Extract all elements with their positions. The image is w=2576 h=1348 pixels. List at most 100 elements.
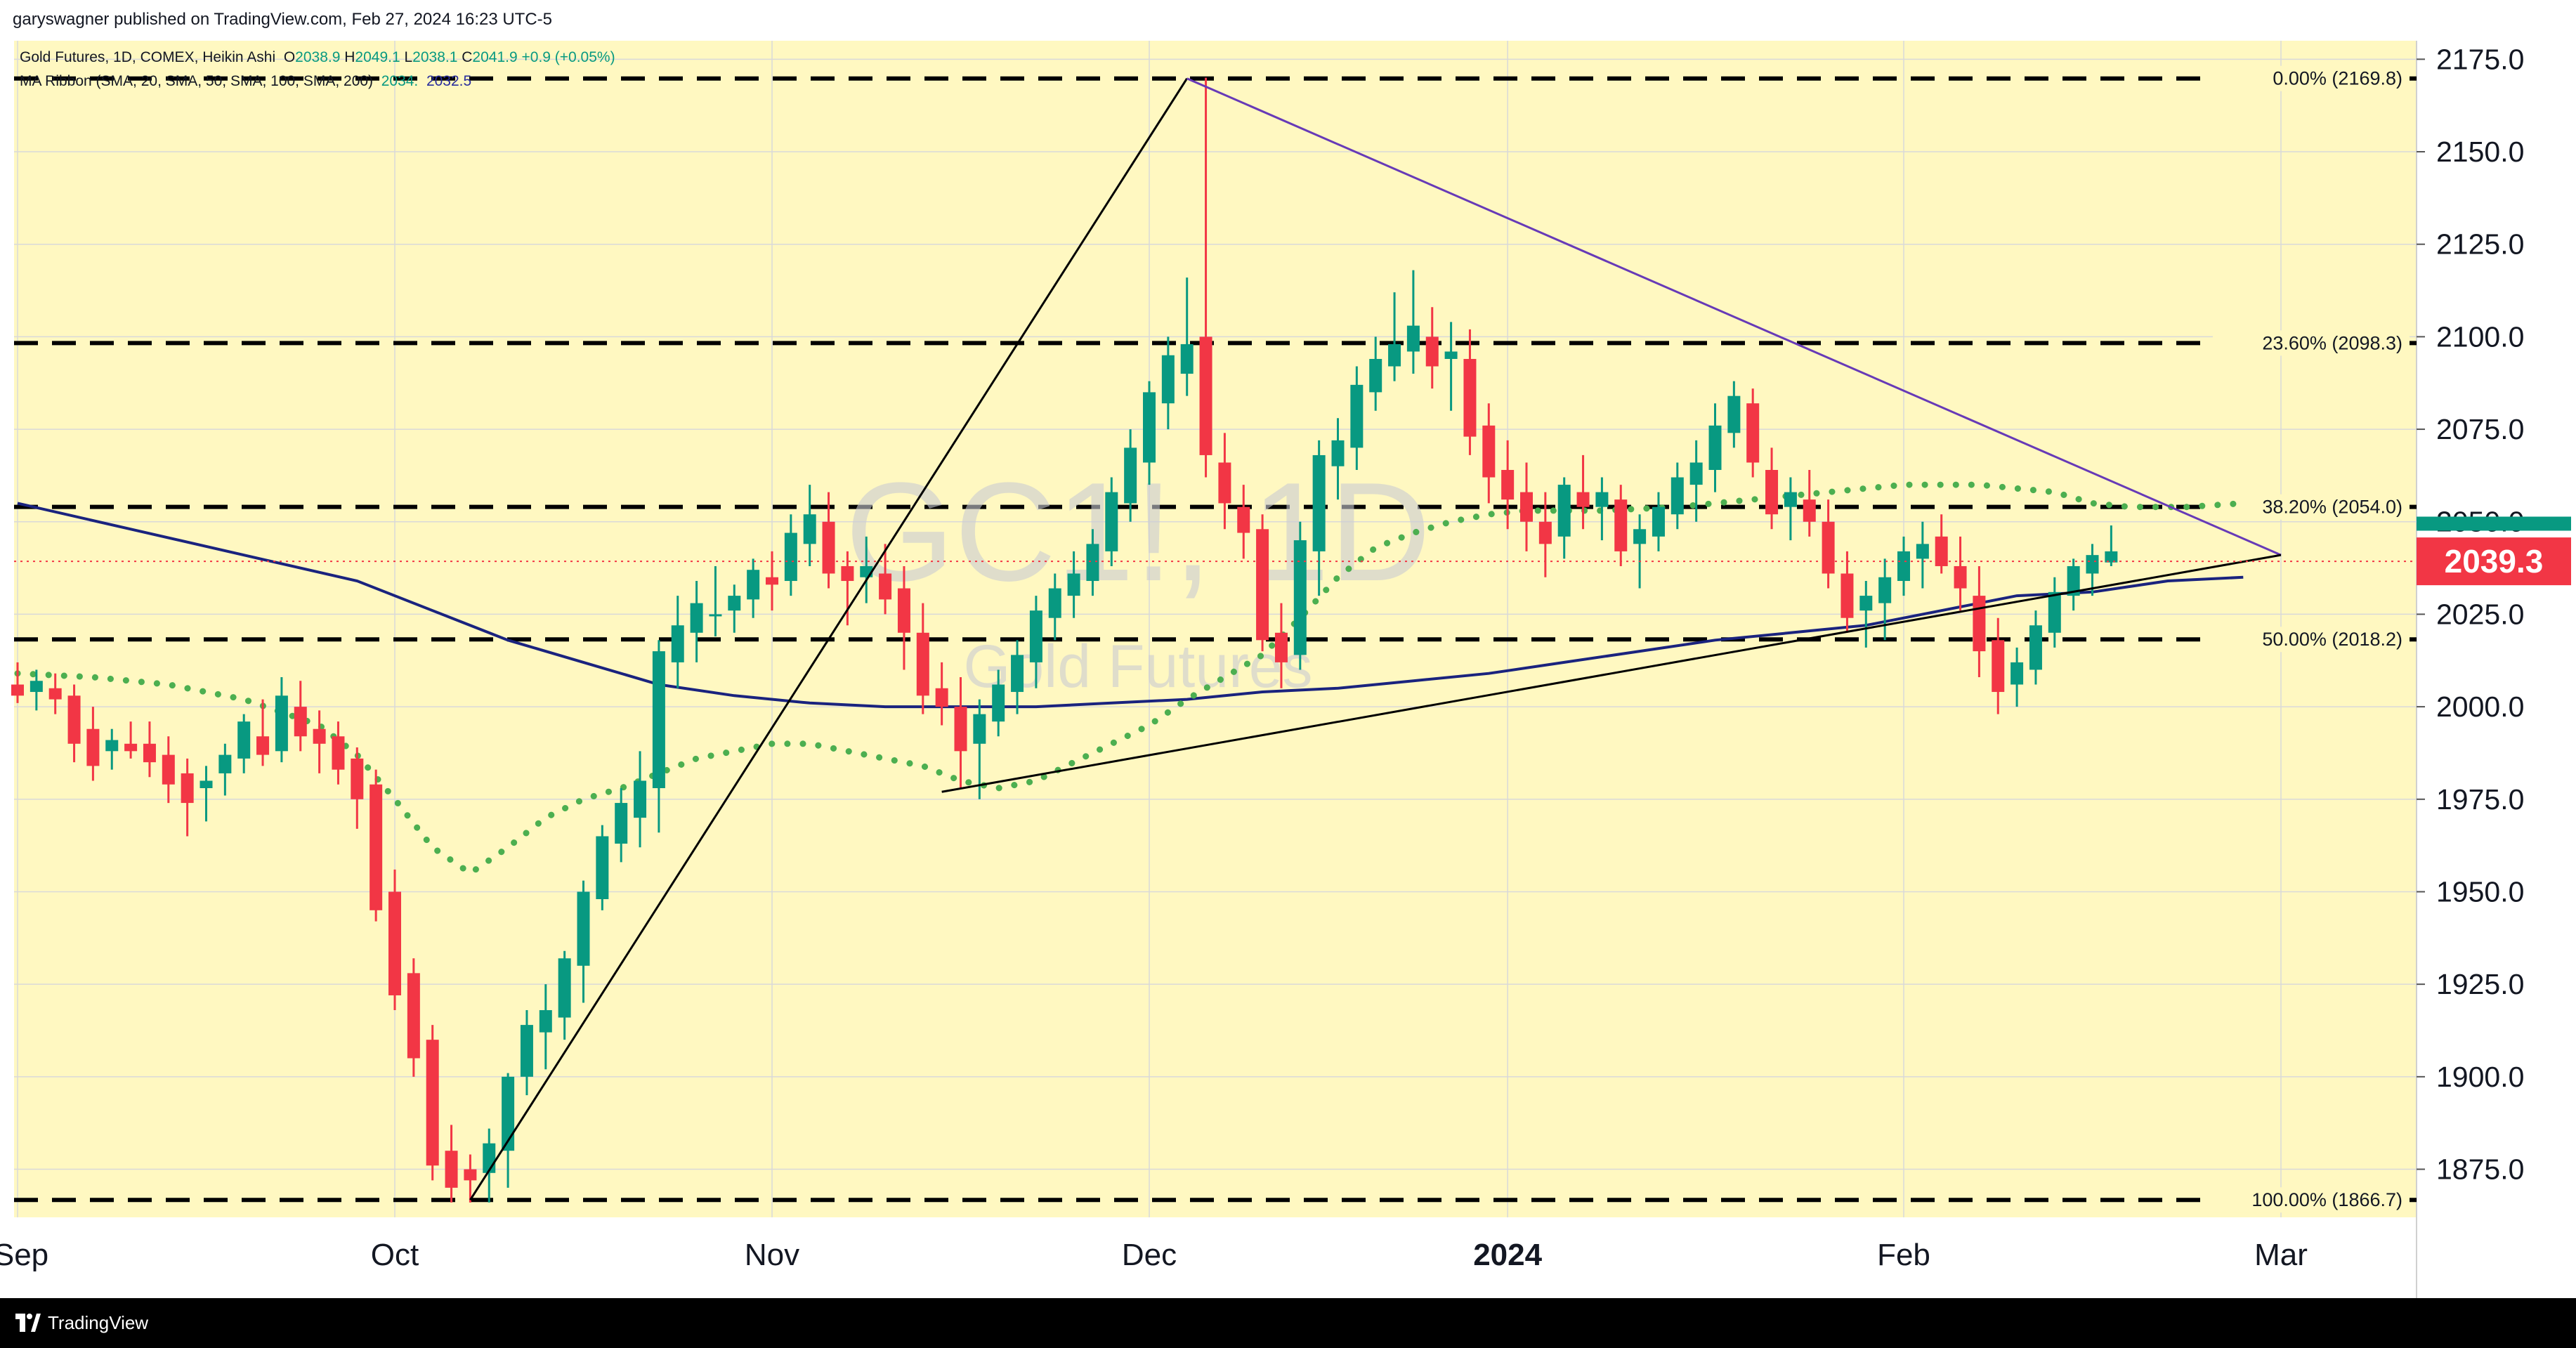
candle-body[interactable] (1652, 506, 1665, 537)
candle-body[interactable] (1180, 343, 1194, 374)
candle-body[interactable] (1746, 403, 1760, 463)
candle-body[interactable] (1086, 544, 1099, 582)
candle-body[interactable] (1765, 470, 1779, 515)
candle-body[interactable] (1237, 506, 1250, 533)
candle-body[interactable] (1935, 536, 1948, 566)
candle-body[interactable] (1916, 544, 1929, 559)
candle-body[interactable] (1256, 529, 1269, 641)
candle-body[interactable] (728, 596, 741, 611)
candle-body[interactable] (218, 754, 232, 773)
candle-body[interactable] (1633, 529, 1647, 544)
candle-body[interactable] (803, 514, 816, 544)
candle-body[interactable] (520, 1025, 533, 1077)
candle-body[interactable] (332, 736, 345, 770)
time-axis[interactable]: Sep Oct Nov Dec 2024 Feb Mar (0, 1238, 2308, 1272)
candle-body[interactable] (973, 714, 986, 744)
candle-body[interactable] (652, 651, 665, 788)
candle-body[interactable] (1841, 573, 1854, 618)
trendline[interactable] (941, 554, 2282, 793)
candle-body[interactable] (1312, 454, 1326, 551)
candle-body[interactable] (1199, 336, 1212, 455)
candle-body[interactable] (86, 728, 100, 766)
candle-body[interactable] (1878, 577, 1892, 603)
candle-body[interactable] (11, 684, 24, 696)
candle-body[interactable] (690, 603, 703, 633)
candle-body[interactable] (766, 577, 778, 585)
candle-body[interactable] (1689, 462, 1703, 485)
candle-body[interactable] (313, 728, 326, 744)
candle-body[interactable] (1897, 551, 1910, 582)
candle-body[interactable] (1557, 485, 1571, 537)
trendlines[interactable] (469, 77, 2282, 1201)
candle-body[interactable] (1274, 632, 1288, 662)
candle-body[interactable] (124, 743, 138, 752)
candle-body[interactable] (1406, 325, 1420, 352)
candle-body[interactable] (200, 780, 213, 788)
candle-body[interactable] (2011, 662, 2024, 685)
candle-body[interactable] (407, 973, 420, 1059)
candle-body[interactable] (275, 695, 288, 752)
candle-body[interactable] (1501, 470, 1515, 500)
candle-body[interactable] (1029, 610, 1042, 662)
candle-body[interactable] (105, 740, 119, 752)
candle-body[interactable] (1727, 395, 1741, 433)
candle-body[interactable] (1595, 492, 1609, 507)
candle-body[interactable] (256, 736, 270, 755)
candle-body[interactable] (1482, 425, 1496, 478)
candle-body[interactable] (1520, 492, 1533, 522)
candle-body[interactable] (237, 721, 251, 759)
trendline[interactable] (1186, 77, 2282, 556)
candle-body[interactable] (1067, 573, 1080, 596)
candle-body[interactable] (351, 758, 364, 799)
candle-body[interactable] (1161, 355, 1175, 404)
candle-body[interactable] (1614, 499, 1628, 551)
candle-body[interactable] (1388, 343, 1401, 367)
candle-body[interactable] (596, 836, 609, 900)
candle-body[interactable] (48, 688, 62, 700)
candle-body[interactable] (747, 570, 760, 600)
candle-body[interactable] (502, 1076, 515, 1151)
candle-body[interactable] (841, 565, 854, 582)
candle-body[interactable] (1576, 492, 1590, 507)
candle-body[interactable] (709, 614, 722, 617)
candle-body[interactable] (992, 684, 1005, 722)
candle-body[interactable] (822, 521, 835, 574)
candle-body[interactable] (577, 891, 590, 966)
candle-body[interactable] (162, 754, 175, 785)
candle-body[interactable] (954, 707, 967, 752)
candle-body[interactable] (426, 1040, 439, 1166)
candle-body[interactable] (539, 1010, 552, 1033)
candle-body[interactable] (1463, 358, 1477, 437)
candle-body[interactable] (464, 1169, 477, 1181)
price-axis[interactable]: 2175.02150.02125.02100.02075.02050.02025… (2417, 43, 2524, 1186)
candle-body[interactable] (916, 632, 929, 696)
candle-body[interactable] (1973, 596, 1986, 652)
candle-body[interactable] (1143, 392, 1156, 463)
trendline[interactable] (469, 77, 1188, 1201)
candle-body[interactable] (897, 588, 910, 633)
candle-body[interactable] (2067, 565, 2080, 596)
candle-body[interactable] (558, 958, 571, 1018)
ma-legend[interactable]: MA Ribbon (SMA, 20, SMA, 50, SMA, 100, S… (20, 73, 471, 90)
candle-body[interactable] (30, 681, 43, 693)
candle-body[interactable] (1124, 447, 1137, 504)
candle-body[interactable] (181, 773, 194, 804)
candle-body[interactable] (1293, 540, 1307, 655)
candle-body[interactable] (2105, 551, 2118, 563)
candle-body[interactable] (1048, 588, 1061, 618)
candle-body[interactable] (1350, 384, 1364, 448)
candle-body[interactable] (1538, 521, 1552, 544)
candle-body[interactable] (2029, 625, 2042, 670)
candle-body[interactable] (1859, 596, 1873, 611)
candle-body[interactable] (1331, 440, 1345, 466)
candle-body[interactable] (1425, 336, 1439, 367)
candle-body[interactable] (1444, 351, 1458, 359)
symbol-legend[interactable]: Gold Futures, 1D, COMEX, Heikin Ashi O20… (20, 49, 615, 66)
candle-body[interactable] (445, 1151, 458, 1188)
candle-body[interactable] (1822, 521, 1835, 574)
candle-body[interactable] (1011, 655, 1024, 693)
candles[interactable] (11, 77, 2118, 1203)
candle-body[interactable] (879, 573, 892, 600)
candle-body[interactable] (671, 625, 684, 662)
candle-body[interactable] (294, 707, 307, 737)
